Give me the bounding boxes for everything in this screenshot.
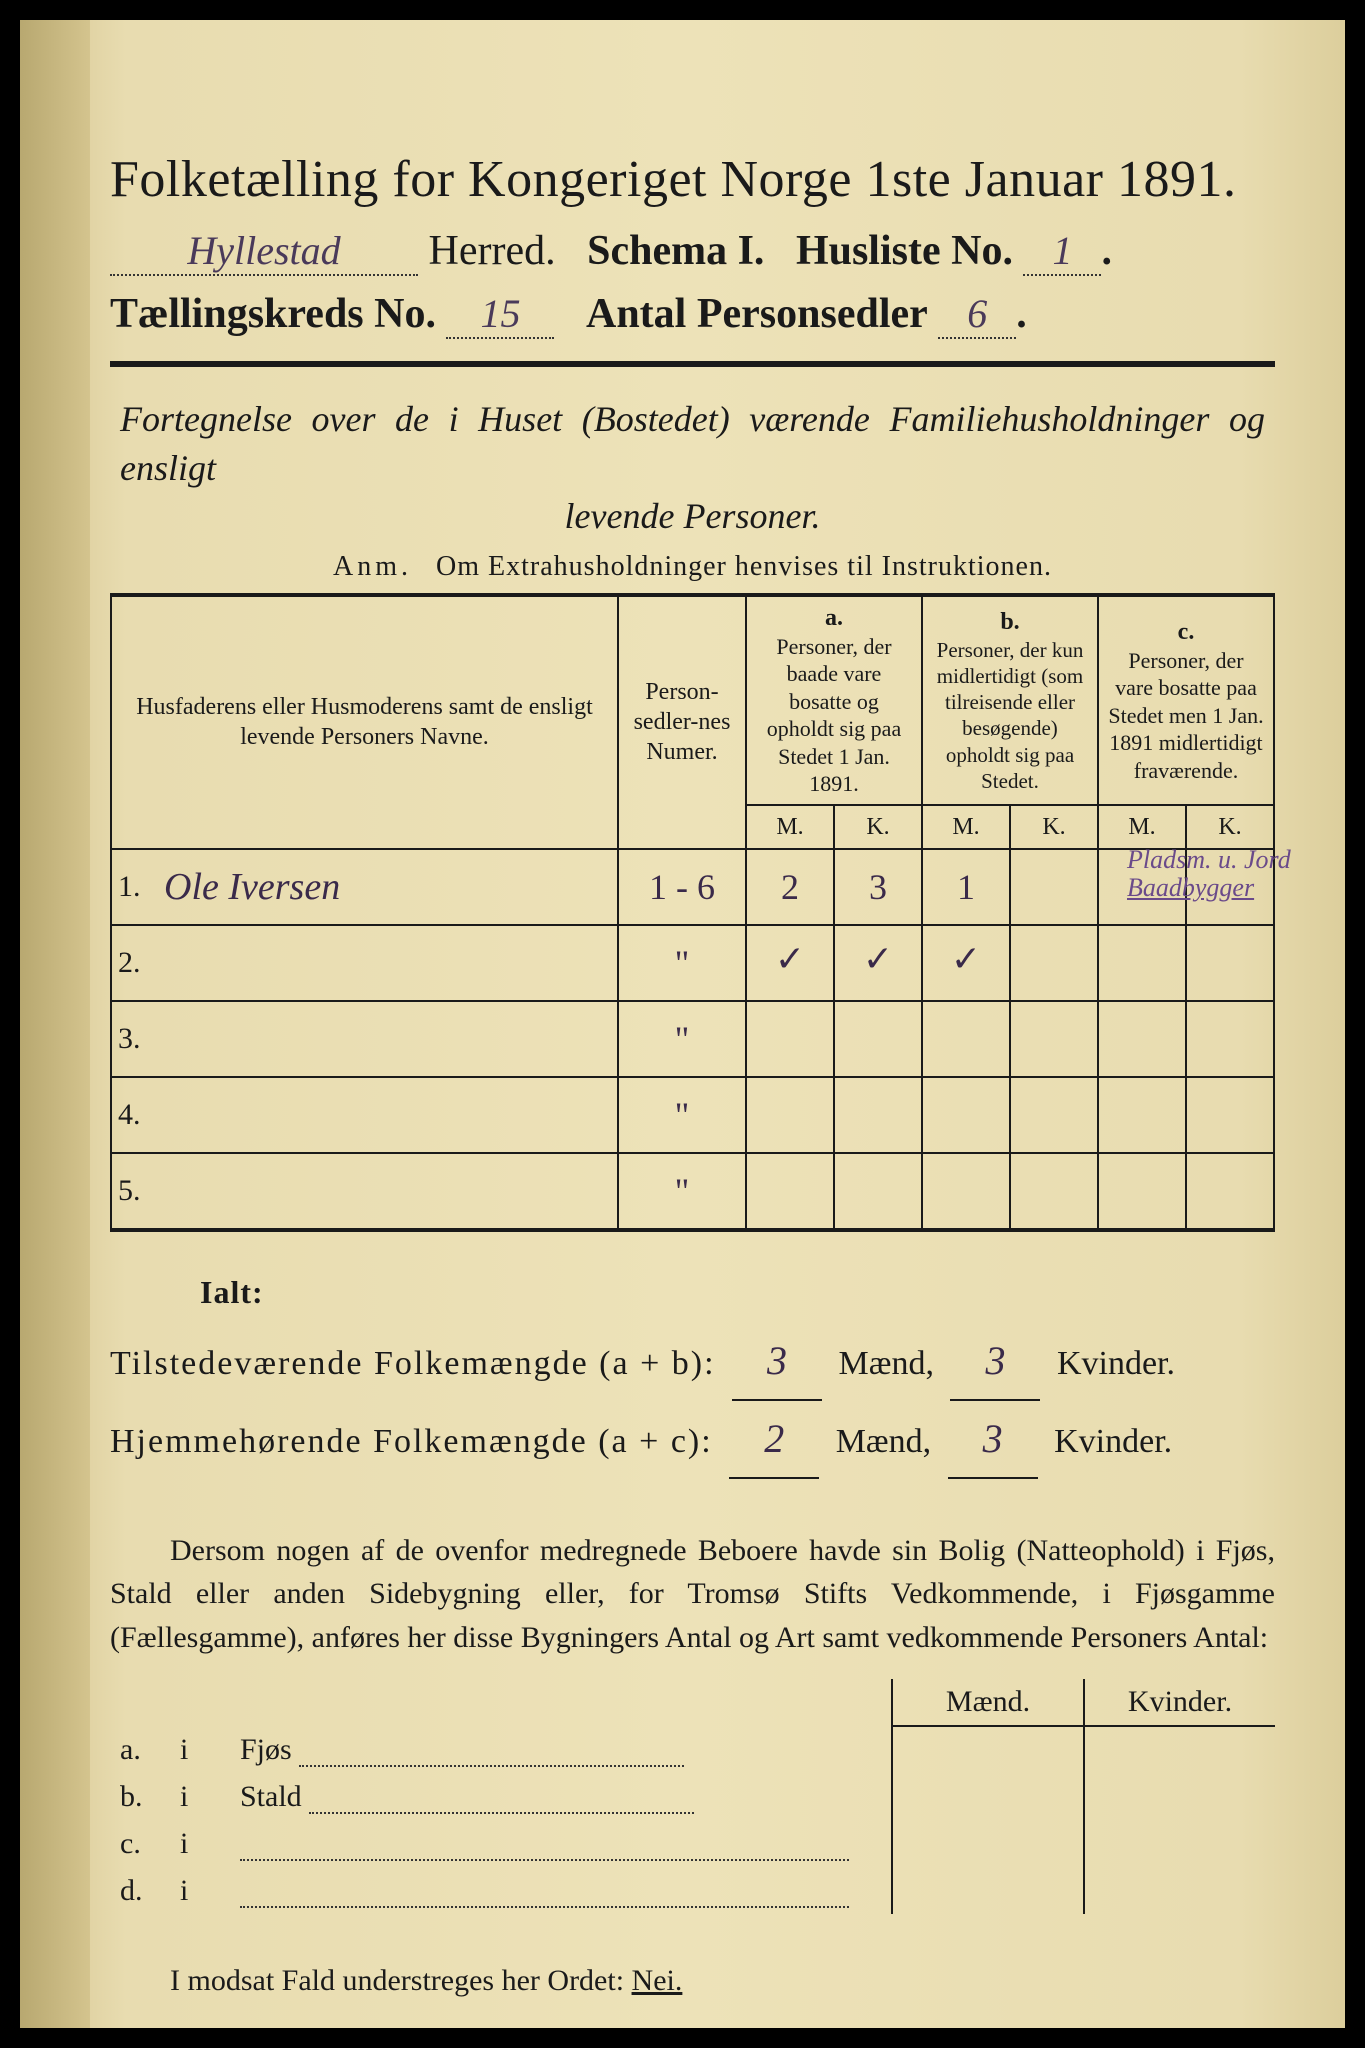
col-b-label: b.: [931, 607, 1089, 637]
row-sedler: 1 - 6: [618, 849, 746, 925]
home-label: Hjemmehørende Folkemængde (a + c):: [110, 1423, 713, 1460]
totals-block: Ialt: Tilstedeværende Folkemængde (a + b…: [110, 1262, 1275, 1479]
col-b-text: Personer, der kun midlertidigt (som tilr…: [931, 637, 1089, 795]
bld-row: d. i: [110, 1867, 1275, 1914]
table-body: 1. Ole Iversen 1 - 6 2 3 1 Pladsm. u. Jo…: [111, 849, 1274, 1230]
kreds-label: Tællingskreds No.: [110, 291, 436, 337]
ialt-label: Ialt:: [200, 1262, 1275, 1323]
antal-value: 6: [938, 290, 1016, 339]
footer-line: I modsat Fald understreges her Ordet: Ne…: [110, 1964, 1275, 1998]
table-row: 4. ": [111, 1077, 1274, 1153]
col-a-text: Personer, der baade vare bosatte og opho…: [755, 633, 913, 798]
c-k: K.: [1186, 805, 1274, 849]
anm-label: Anm.: [333, 551, 412, 582]
row-num: 1.: [111, 849, 156, 925]
table-row: 3. ": [111, 1001, 1274, 1077]
header-line-3: Tællingskreds No. 15 Antal Personsedler …: [110, 290, 1275, 339]
maend-label-2: Mænd,: [836, 1423, 931, 1460]
present-line: Tilstedeværende Folkemængde (a + b): 3 M…: [110, 1323, 1275, 1401]
schema-label: Schema I.: [587, 228, 764, 274]
col-a-label: a.: [755, 603, 913, 633]
kvinder-label-2: Kvinder.: [1054, 1423, 1172, 1460]
herred-label: Herred.: [429, 228, 556, 274]
a-m: M.: [746, 805, 834, 849]
home-k: 3: [948, 1401, 1038, 1479]
bld-row: b. i Stald: [110, 1773, 1275, 1820]
kvinder-label: Kvinder.: [1057, 1345, 1175, 1382]
main-table: Husfaderens eller Husmoderens samt de en…: [110, 593, 1275, 1232]
margin-note: Pladsm. u. Jord Baadbygger: [1127, 846, 1347, 903]
kreds-value: 15: [446, 290, 554, 339]
present-label: Tilstedeværende Folkemængde (a + b):: [110, 1345, 716, 1382]
table-row: 1. Ole Iversen 1 - 6 2 3 1 Pladsm. u. Jo…: [111, 849, 1274, 925]
census-form-page: Folketælling for Kongeriget Norge 1ste J…: [20, 20, 1345, 2028]
herred-value: Hyllestad: [110, 227, 418, 276]
table-row: 5. ": [111, 1153, 1274, 1230]
antal-label: Antal Personsedler: [586, 291, 928, 337]
table-row: 2. " ✓ ✓ ✓: [111, 925, 1274, 1001]
form-title: Folketælling for Kongeriget Norge 1ste J…: [110, 150, 1275, 209]
anm-line: Anm. Om Extrahusholdninger henvises til …: [110, 551, 1275, 583]
header-line-2: Hyllestad Herred. Schema I. Husliste No.…: [110, 227, 1275, 276]
col-c-text: Personer, der vare bosatte paa Stedet me…: [1107, 647, 1265, 785]
footer-nei: Nei.: [632, 1964, 683, 1997]
subhead-line1: Fortegnelse over de i Huset (Bostedet) v…: [120, 399, 1265, 488]
col-num-header: Person-sedler-nes Numer.: [634, 679, 731, 765]
home-m: 2: [729, 1401, 819, 1479]
buildings-table: Mænd. Kvinder. a. i Fjøs b. i Stald c. i…: [110, 1679, 1275, 1914]
home-line: Hjemmehørende Folkemængde (a + c): 2 Mæn…: [110, 1401, 1275, 1479]
row-a-m: 2: [746, 849, 834, 925]
a-k: K.: [834, 805, 922, 849]
header-block: Folketælling for Kongeriget Norge 1ste J…: [110, 80, 1275, 339]
husliste-label: Husliste No.: [796, 228, 1013, 274]
bld-row: c. i: [110, 1820, 1275, 1867]
b-m: M.: [922, 805, 1010, 849]
c-m: M.: [1098, 805, 1186, 849]
row-b-k: [1010, 849, 1098, 925]
subhead-line2: levende Personer.: [120, 492, 1265, 541]
footer-text: I modsat Fald understreges her Ordet:: [170, 1964, 624, 1997]
row-name: Ole Iversen: [156, 849, 618, 925]
maend-label: Mænd,: [839, 1345, 934, 1382]
row-a-k: 3: [834, 849, 922, 925]
husliste-value: 1: [1023, 227, 1101, 276]
hr-1: [110, 361, 1275, 367]
present-k: 3: [950, 1323, 1040, 1401]
row-c-k: Pladsm. u. Jord Baadbygger: [1186, 849, 1274, 925]
anm-text: Om Extrahusholdninger henvises til Instr…: [436, 551, 1052, 582]
bld-kvinder-header: Kvinder.: [1084, 1679, 1275, 1726]
row-b-m: 1: [922, 849, 1010, 925]
bld-row: a. i Fjøs: [110, 1726, 1275, 1773]
col-c-label: c.: [1107, 617, 1265, 647]
buildings-paragraph: Dersom nogen af de ovenfor medregnede Be…: [110, 1529, 1275, 1660]
col-name-header: Husfaderens eller Husmoderens samt de en…: [136, 694, 593, 750]
page-spine-shadow: [20, 20, 90, 2028]
bld-maend-header: Mænd.: [892, 1679, 1084, 1726]
b-k: K.: [1010, 805, 1098, 849]
present-m: 3: [732, 1323, 822, 1401]
subheading: Fortegnelse over de i Huset (Bostedet) v…: [120, 395, 1265, 541]
